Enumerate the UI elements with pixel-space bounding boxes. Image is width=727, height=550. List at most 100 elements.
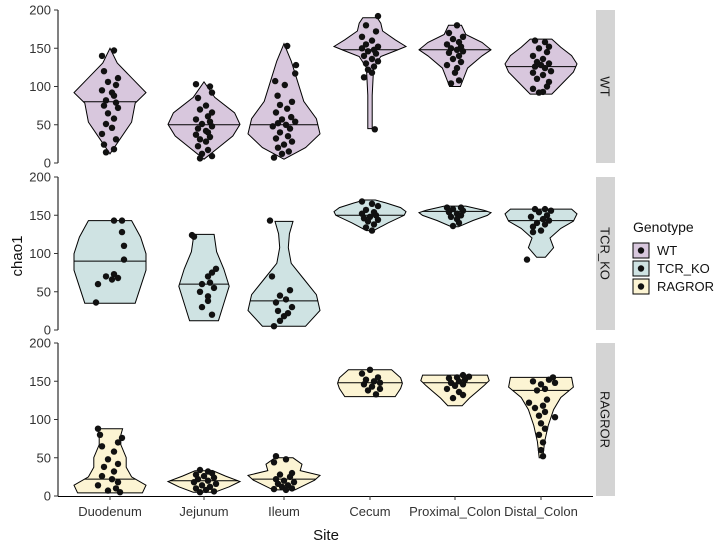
violin-distal-colon (504, 205, 578, 263)
data-point (108, 124, 116, 131)
legend-item-wt: WT (632, 242, 677, 259)
y-tick-label: 200 (29, 170, 51, 185)
data-point (94, 280, 102, 288)
violin-shape (418, 24, 492, 87)
data-point (278, 150, 286, 157)
data-point (202, 486, 210, 494)
data-point (276, 471, 284, 478)
data-point (276, 129, 284, 136)
data-point (535, 45, 543, 52)
data-point (286, 287, 294, 294)
data-point (202, 138, 210, 145)
data-point (278, 116, 286, 123)
data-point (547, 68, 555, 75)
legend-key-point (637, 283, 645, 290)
data-point (208, 109, 216, 116)
data-point (529, 228, 537, 236)
data-point (358, 45, 366, 52)
data-point (281, 81, 288, 89)
x-tick-label: Ileum (268, 504, 300, 519)
data-point (190, 233, 198, 240)
data-point (272, 109, 280, 116)
data-point (104, 78, 112, 86)
data-point (110, 115, 118, 122)
data-point (364, 48, 372, 55)
data-point (116, 489, 124, 496)
panel-ragror: 0 50 100 150 200 RAGROR (29, 336, 615, 504)
data-point (196, 288, 204, 295)
data-point (543, 396, 551, 403)
data-point (535, 209, 543, 216)
data-point (102, 273, 110, 280)
data-point (114, 274, 122, 282)
data-point (206, 279, 214, 286)
data-point (455, 52, 463, 60)
data-point (208, 123, 216, 130)
data-point (198, 482, 206, 489)
data-point (374, 58, 382, 65)
data-point (551, 414, 559, 421)
data-point (274, 144, 282, 151)
data-point (266, 217, 274, 224)
legend-key-point (637, 265, 645, 272)
data-point (208, 311, 216, 318)
data-point (535, 412, 543, 419)
data-point (102, 97, 110, 104)
data-point (288, 303, 296, 311)
data-point (206, 83, 214, 90)
legend-label: RAGROR (657, 279, 714, 294)
data-point (100, 463, 108, 471)
y-axis-title: chao1 (9, 236, 26, 277)
x-tick-label: Duodenum (78, 504, 142, 519)
data-point (282, 296, 290, 303)
data-point (358, 370, 366, 377)
data-point (374, 12, 382, 20)
x-tick-label: Cecum (349, 504, 390, 519)
data-point (98, 52, 106, 60)
data-point (276, 101, 284, 109)
data-point (98, 472, 106, 480)
data-point (210, 488, 218, 495)
data-point (282, 486, 290, 494)
data-point (284, 133, 292, 140)
facet-strip (596, 343, 615, 496)
data-point (280, 477, 288, 484)
data-point (118, 434, 126, 442)
violin-cecum (332, 12, 408, 133)
violin-ileum (247, 42, 321, 161)
data-point (208, 152, 216, 160)
data-point (96, 431, 104, 438)
data-point (364, 218, 372, 225)
data-point (196, 489, 204, 496)
data-point (196, 466, 204, 474)
y-tick-label: 150 (29, 41, 51, 56)
data-point (196, 155, 204, 162)
violin-shape (167, 81, 241, 160)
data-point (114, 104, 122, 112)
data-point (270, 459, 278, 466)
data-point (212, 265, 220, 272)
data-point (453, 22, 461, 29)
data-point (449, 55, 457, 63)
data-point (282, 121, 290, 128)
data-point (527, 213, 535, 220)
data-point (270, 154, 278, 161)
violin-shape (247, 42, 321, 160)
data-point (292, 61, 300, 69)
data-point (541, 205, 549, 213)
data-point (360, 52, 368, 60)
data-point (202, 102, 210, 109)
data-point (100, 141, 108, 148)
data-point (102, 149, 110, 156)
data-point (270, 323, 278, 330)
legend-item-tcr-ko: TCR_KO (632, 260, 710, 277)
data-point (447, 213, 455, 220)
violin-duodenum (73, 47, 147, 156)
legend-label: WT (657, 243, 677, 258)
violin-jejunum (178, 231, 230, 322)
data-point (531, 37, 539, 44)
facet-strip (596, 177, 615, 330)
data-point (118, 217, 126, 224)
data-point (280, 313, 288, 320)
data-point (120, 256, 128, 263)
